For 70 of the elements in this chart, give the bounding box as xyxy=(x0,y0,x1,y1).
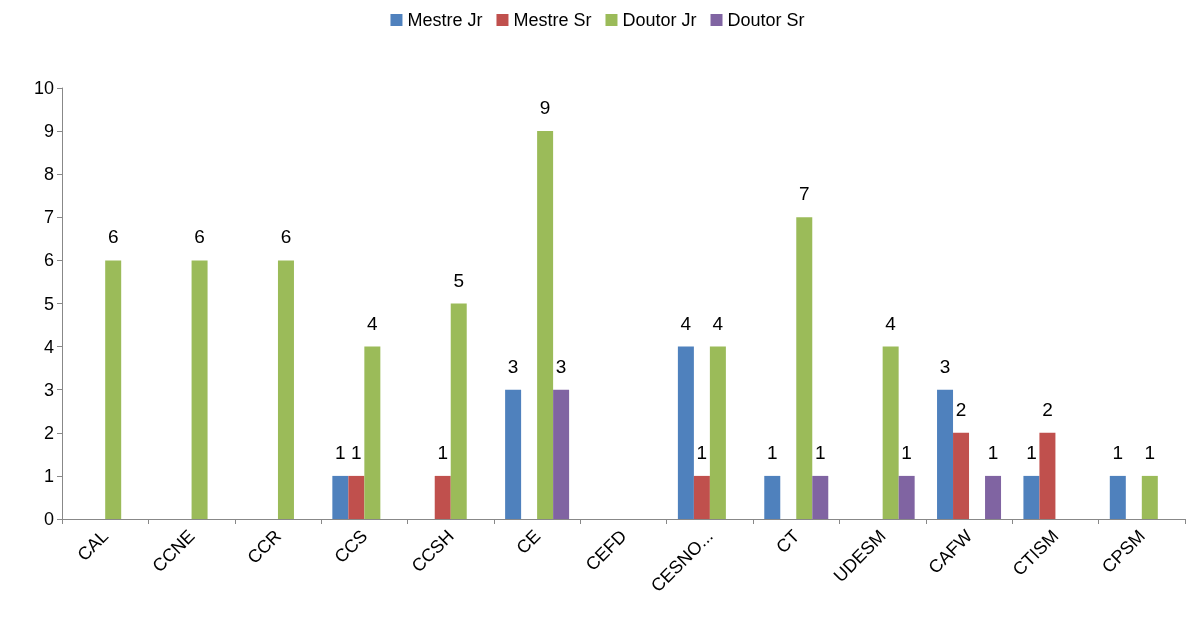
bar xyxy=(812,475,829,519)
bar xyxy=(505,389,522,519)
y-tick-label: 6 xyxy=(43,250,54,271)
bar xyxy=(1023,475,1040,519)
bar xyxy=(105,260,122,519)
data-label: 1 xyxy=(901,441,912,463)
y-tick-label: 4 xyxy=(43,336,54,357)
y-tick-label: 5 xyxy=(43,293,54,314)
bar xyxy=(348,475,365,519)
data-label: 4 xyxy=(680,312,692,334)
bar xyxy=(985,475,1002,519)
data-label: 4 xyxy=(712,312,724,334)
data-label: 1 xyxy=(1144,441,1156,463)
data-label: 1 xyxy=(437,441,449,463)
bar xyxy=(537,131,554,519)
bar xyxy=(553,389,570,519)
legend-label: Doutor Jr xyxy=(622,10,697,30)
data-label: 3 xyxy=(507,355,519,377)
data-label: 1 xyxy=(987,441,999,463)
x-tick-label: CT xyxy=(772,525,804,558)
bar xyxy=(677,346,694,519)
data-label: 1 xyxy=(1112,441,1124,463)
bar xyxy=(953,432,970,519)
data-label: 5 xyxy=(453,269,465,291)
data-label: 6 xyxy=(280,226,292,248)
data-label: 3 xyxy=(555,355,567,377)
bar xyxy=(332,475,349,519)
y-tick-label: 2 xyxy=(43,422,54,443)
y-tick-label: 7 xyxy=(43,207,54,228)
data-label: 7 xyxy=(798,183,810,205)
legend-label: Mestre Sr xyxy=(513,10,592,30)
y-tick-label: 0 xyxy=(43,509,54,529)
data-label: 4 xyxy=(367,312,379,334)
data-label: 1 xyxy=(696,441,708,463)
data-label: 1 xyxy=(766,441,778,463)
bar xyxy=(434,475,451,519)
bar xyxy=(364,346,381,519)
bar xyxy=(277,260,294,519)
data-label: 2 xyxy=(1042,398,1053,420)
bar xyxy=(693,475,710,519)
y-tick-label: 10 xyxy=(33,78,54,98)
data-label: 6 xyxy=(194,226,205,248)
data-label: 9 xyxy=(539,97,551,119)
bar xyxy=(764,475,781,519)
bar xyxy=(898,475,915,519)
bar xyxy=(450,303,467,519)
bar xyxy=(709,346,726,519)
data-label: 6 xyxy=(107,226,119,248)
x-tick-label: CE xyxy=(512,525,545,558)
x-tick-label: CAL xyxy=(73,525,113,565)
y-tick-label: 1 xyxy=(43,465,54,486)
data-label: 1 xyxy=(335,441,346,463)
bar xyxy=(1141,475,1158,519)
bar xyxy=(882,346,899,519)
bar xyxy=(796,217,813,519)
bar xyxy=(1109,475,1126,519)
bar xyxy=(1039,432,1056,519)
data-label: 4 xyxy=(885,312,897,334)
data-label: 3 xyxy=(939,355,951,377)
legend-label: Doutor Sr xyxy=(727,10,805,30)
data-label: 1 xyxy=(351,441,362,463)
y-tick-label: 9 xyxy=(43,121,54,142)
y-tick-label: 8 xyxy=(43,164,54,185)
bar xyxy=(191,260,208,519)
y-tick-label: 3 xyxy=(43,379,54,400)
bar xyxy=(937,389,954,519)
data-label: 1 xyxy=(1026,441,1037,463)
data-label: 1 xyxy=(814,441,826,463)
legend-label: Mestre Jr xyxy=(407,10,483,30)
data-label: 2 xyxy=(955,398,967,420)
